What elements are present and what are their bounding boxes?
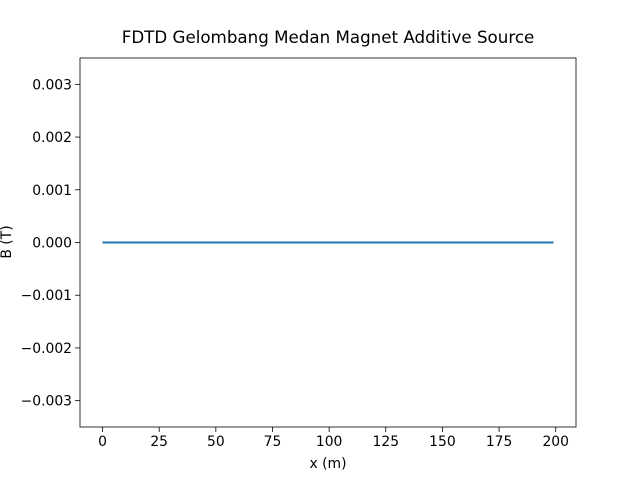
x-tick-label: 50 <box>207 434 225 450</box>
plot-frame <box>79 57 577 428</box>
y-tick-label: 0.000 <box>32 236 72 252</box>
y-axis-label: B (T) <box>0 225 15 258</box>
x-tick-label: 175 <box>486 434 513 450</box>
x-tick-label: 0 <box>98 434 107 450</box>
x-tick-label: 200 <box>542 434 569 450</box>
y-tick-label: 0.003 <box>32 77 72 93</box>
y-tick-label: −0.001 <box>21 288 72 304</box>
y-tick-label: 0.001 <box>32 183 72 199</box>
chart-title: FDTD Gelombang Medan Magnet Additive Sou… <box>122 27 535 47</box>
y-tick-label: −0.002 <box>21 341 72 357</box>
x-tick-label: 75 <box>264 434 282 450</box>
x-tick-label: 150 <box>429 434 456 450</box>
y-tick-label: −0.003 <box>21 394 72 410</box>
x-tick-label: 25 <box>150 434 168 450</box>
x-axis-label: x (m) <box>309 456 346 472</box>
y-tick-label: 0.002 <box>32 130 72 146</box>
x-tick-label: 125 <box>373 434 400 450</box>
x-tick-label: 100 <box>316 434 343 450</box>
